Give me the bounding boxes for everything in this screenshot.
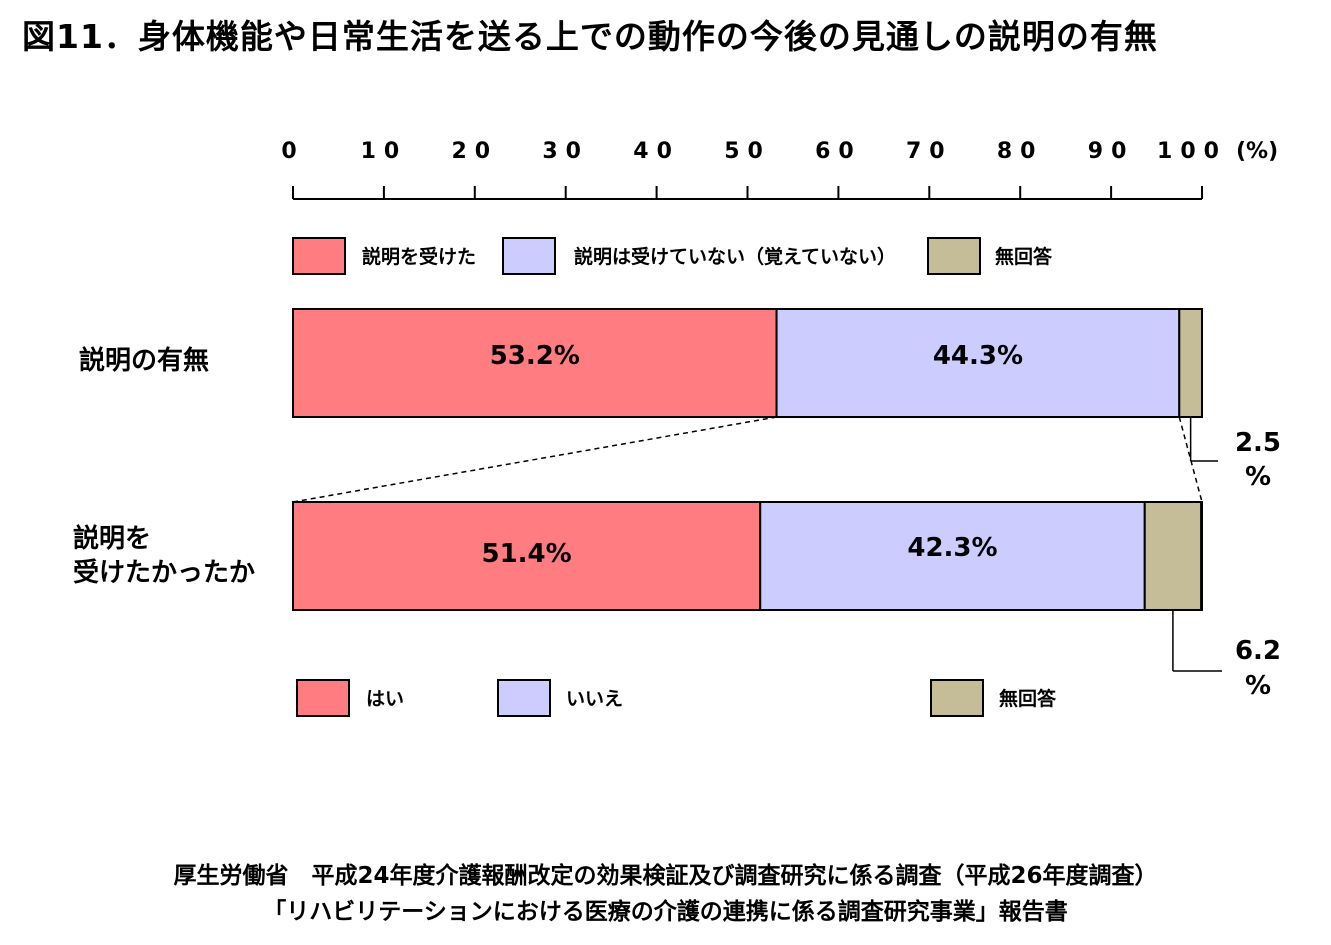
- category-label: 説明を: [73, 523, 151, 554]
- data-label-noanswer: 2.5: [1235, 428, 1281, 458]
- legend-label: 無回答: [999, 687, 1057, 710]
- x-tick-label: 70: [906, 139, 953, 164]
- x-tick-label: 40: [633, 139, 680, 164]
- x-tick-label: 30: [542, 139, 589, 164]
- data-label: 42.3%: [907, 533, 997, 563]
- data-label-noanswer-unit: %: [1245, 671, 1271, 701]
- data-label-noanswer-unit: %: [1245, 462, 1271, 492]
- x-axis-unit: (%): [1236, 139, 1278, 164]
- bar-border: [292, 308, 1203, 418]
- x-tick-label: 10: [361, 139, 408, 164]
- legend-swatch: [927, 237, 981, 275]
- bar-border: [292, 501, 1203, 611]
- x-tick-label: 0: [281, 139, 304, 164]
- legend-bottom: はい いいえ 無回答: [296, 679, 1057, 717]
- bar-segment: [759, 501, 1146, 611]
- zoom-connector-lines: [292, 416, 1203, 503]
- legend-label: 無回答: [995, 245, 1053, 268]
- x-tick-label: 60: [815, 139, 862, 164]
- legend-top: 説明を受けた 説明は受けていない（覚えていない） 無回答: [292, 237, 1053, 275]
- legend-label: いいえ: [566, 688, 623, 710]
- legend-label: はい: [366, 688, 404, 710]
- source-line-1: 厚生労働省 平成24年度介護報酬改定の効果検証及び調査研究に係る調査（平成26年…: [173, 863, 1158, 889]
- data-label-noanswer: 6.2: [1235, 636, 1281, 666]
- x-tick-label: 20: [451, 139, 498, 164]
- chart-title: 図11．身体機能や日常生活を送る上での動作の今後の見通しの説明の有無: [22, 17, 1158, 56]
- x-tick-label: 80: [997, 139, 1044, 164]
- x-tick-label: 100: [1157, 139, 1227, 164]
- bar-segment: [1178, 308, 1204, 418]
- legend-label: 説明を受けた: [362, 245, 476, 268]
- legend-swatch: [502, 237, 556, 275]
- connector-dashed: [1178, 416, 1203, 503]
- data-label: 53.2%: [490, 341, 580, 371]
- category-label: 説明の有無: [79, 345, 209, 376]
- x-axis: 0 10 20 30 40 50 60 70 80 90 100 (%): [281, 139, 1278, 200]
- bar-segment: [1143, 501, 1203, 611]
- data-label: 51.4%: [482, 539, 572, 569]
- legend-label: 説明は受けていない（覚えていない）: [574, 245, 896, 268]
- connector-dashed: [292, 416, 777, 503]
- bar-explanation: 53.2% 44.3% 説明の有無 2.5%: [79, 308, 1281, 492]
- data-label: 44.3%: [933, 341, 1023, 371]
- legend-swatch: [296, 679, 350, 717]
- x-tick-label: 90: [1088, 139, 1135, 164]
- legend-swatch: [497, 679, 551, 717]
- legend-swatch: [292, 237, 346, 275]
- source-line-2: 「リハビリテーションにおける医療の介護の連携に係る調査研究事業」報告書: [263, 899, 1068, 925]
- category-label: 受けたかったか: [73, 557, 255, 588]
- x-tick-label: 50: [724, 139, 771, 164]
- legend-swatch: [930, 679, 984, 717]
